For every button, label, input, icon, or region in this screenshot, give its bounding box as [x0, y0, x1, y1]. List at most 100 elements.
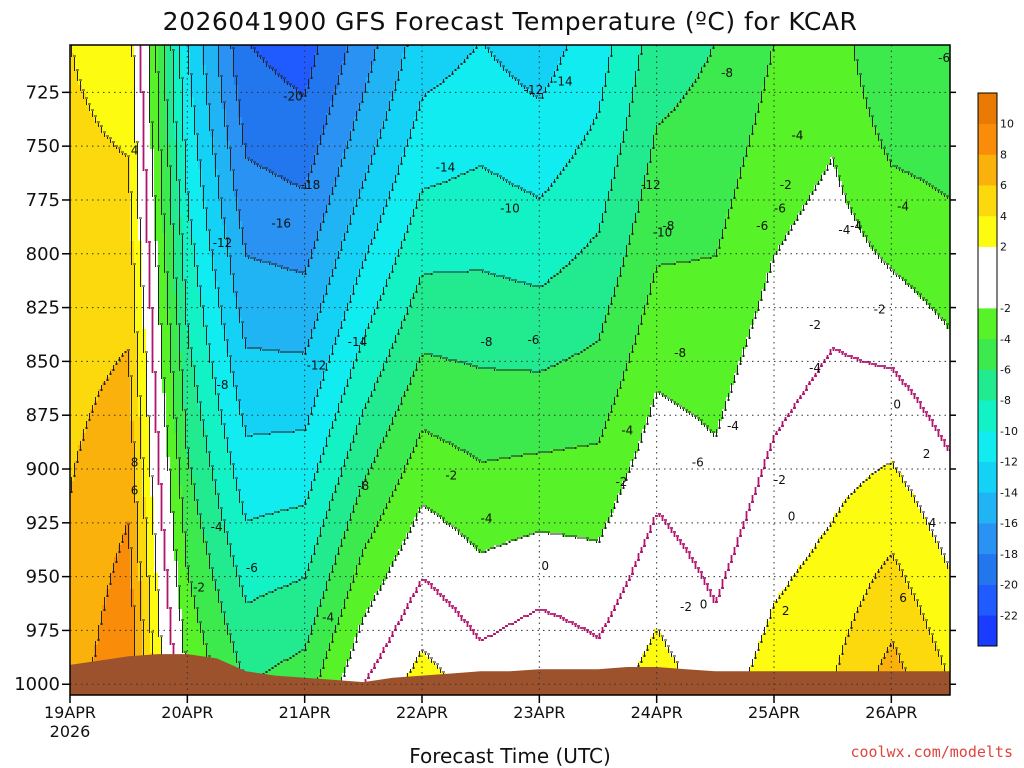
field-cell	[166, 325, 171, 330]
field-cell	[162, 373, 167, 378]
field-cell	[182, 225, 187, 230]
field-cell	[182, 237, 187, 242]
field-cell	[74, 225, 79, 230]
field-cell	[186, 541, 191, 546]
field-cell	[98, 329, 103, 334]
field-cell	[90, 101, 95, 106]
field-cell	[70, 653, 75, 658]
field-cell	[154, 77, 159, 82]
field-cell	[118, 581, 123, 586]
field-cell	[118, 265, 123, 270]
field-cell	[154, 605, 159, 610]
field-cell	[98, 77, 103, 82]
field-cell	[74, 197, 79, 202]
field-cell	[178, 429, 183, 434]
field-cell	[130, 409, 135, 414]
field-cell	[162, 177, 167, 182]
field-cell	[126, 637, 131, 642]
field-cell	[182, 493, 187, 498]
field-cell	[82, 189, 87, 194]
field-cell	[110, 577, 115, 582]
field-cell	[182, 53, 187, 58]
field-cell	[114, 541, 119, 546]
field-cell	[122, 209, 127, 214]
field-cell	[122, 369, 127, 374]
field-cell	[142, 465, 147, 470]
field-cell	[142, 637, 147, 642]
field-cell	[182, 385, 187, 390]
field-cell	[86, 321, 91, 326]
field-cell	[70, 117, 75, 122]
field-cell	[110, 237, 115, 242]
field-cell	[178, 53, 183, 58]
field-cell	[86, 397, 91, 402]
field-cell	[186, 133, 191, 138]
field-cell	[110, 397, 115, 402]
field-cell	[174, 345, 179, 350]
field-cell	[86, 157, 91, 162]
field-cell	[162, 133, 167, 138]
field-cell	[74, 57, 79, 62]
field-cell	[94, 465, 99, 470]
field-cell	[74, 593, 79, 598]
field-cell	[70, 297, 75, 302]
field-cell	[70, 101, 75, 106]
field-cell	[154, 97, 159, 102]
field-cell	[86, 441, 91, 446]
field-cell	[166, 425, 171, 430]
field-cell	[78, 173, 83, 178]
field-cell	[158, 145, 163, 150]
field-cell	[118, 241, 123, 246]
field-cell	[122, 565, 127, 570]
field-cell	[154, 349, 159, 354]
field-cell	[98, 165, 103, 170]
field-cell	[78, 169, 83, 174]
field-cell	[78, 185, 83, 190]
field-cell	[154, 345, 159, 350]
field-cell	[130, 593, 135, 598]
field-cell	[126, 473, 131, 478]
field-cell	[94, 429, 99, 434]
field-cell	[94, 345, 99, 350]
field-cell	[158, 385, 163, 390]
field-cell	[138, 205, 143, 210]
field-cell	[106, 357, 111, 362]
field-cell	[142, 569, 147, 574]
field-cell	[134, 453, 139, 458]
field-cell	[94, 261, 99, 266]
field-cell	[82, 585, 87, 590]
field-cell	[94, 133, 99, 138]
field-cell	[90, 349, 95, 354]
field-cell	[78, 261, 83, 266]
field-cell	[70, 413, 75, 418]
field-cell	[182, 113, 187, 118]
field-cell	[166, 617, 171, 622]
field-cell	[110, 645, 115, 650]
field-cell	[78, 281, 83, 286]
field-cell	[130, 369, 135, 374]
field-cell	[154, 537, 159, 542]
field-cell	[98, 369, 103, 374]
field-cell	[122, 301, 127, 306]
field-cell	[114, 245, 119, 250]
field-cell	[130, 505, 135, 510]
field-cell	[106, 121, 111, 126]
field-cell	[166, 225, 171, 230]
field-cell	[158, 133, 163, 138]
field-cell	[154, 201, 159, 206]
field-cell	[70, 213, 75, 218]
field-cell	[166, 553, 171, 558]
field-cell	[86, 225, 91, 230]
field-cell	[130, 341, 135, 346]
field-cell	[122, 557, 127, 562]
field-cell	[122, 157, 127, 162]
field-cell	[178, 277, 183, 282]
field-cell	[178, 573, 183, 578]
field-cell	[70, 481, 75, 486]
field-cell	[118, 401, 123, 406]
field-cell	[174, 545, 179, 550]
field-cell	[122, 173, 127, 178]
field-cell	[90, 481, 95, 486]
field-cell	[114, 449, 119, 454]
field-cell	[102, 457, 107, 462]
